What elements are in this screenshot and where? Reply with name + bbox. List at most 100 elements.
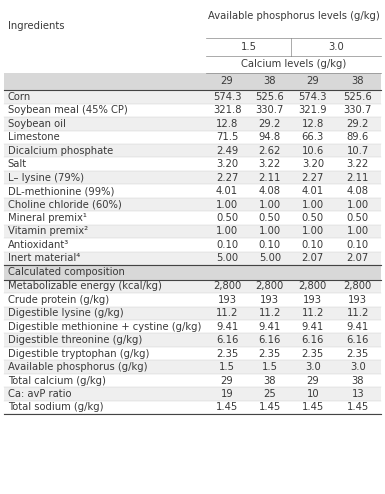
Text: Digestible tryptophan (g/kg): Digestible tryptophan (g/kg) — [8, 349, 149, 359]
Text: 6.16: 6.16 — [216, 335, 238, 345]
Text: 3.20: 3.20 — [302, 159, 324, 169]
Text: Soybean meal (45% CP): Soybean meal (45% CP) — [8, 105, 127, 115]
Text: 5.00: 5.00 — [216, 253, 238, 263]
Text: 29: 29 — [306, 77, 319, 86]
Text: 89.6: 89.6 — [346, 132, 369, 142]
Text: 574.3: 574.3 — [299, 92, 327, 102]
Text: 10.6: 10.6 — [302, 146, 324, 156]
Bar — [4, 347, 381, 361]
Text: Salt: Salt — [8, 159, 27, 169]
Text: 6.16: 6.16 — [302, 335, 324, 345]
Text: 4.08: 4.08 — [347, 186, 369, 196]
Bar — [4, 56, 381, 73]
Text: 321.9: 321.9 — [298, 105, 327, 115]
Text: 2.07: 2.07 — [346, 253, 369, 263]
Text: DL-methionine (99%): DL-methionine (99%) — [8, 186, 114, 196]
Text: 1.5: 1.5 — [262, 362, 278, 372]
Text: 1.45: 1.45 — [346, 403, 369, 412]
Text: 25: 25 — [263, 389, 276, 399]
Bar — [4, 184, 381, 198]
Text: 6.16: 6.16 — [346, 335, 369, 345]
Text: Digestible threonine (g/kg): Digestible threonine (g/kg) — [8, 335, 142, 345]
Text: 1.5: 1.5 — [219, 362, 235, 372]
Bar — [4, 293, 381, 307]
Text: 19: 19 — [221, 389, 233, 399]
Text: 2.35: 2.35 — [302, 349, 324, 359]
Text: 12.8: 12.8 — [302, 119, 324, 129]
Text: 1.00: 1.00 — [259, 226, 281, 237]
Text: 5.00: 5.00 — [259, 253, 281, 263]
Text: Limestone: Limestone — [8, 132, 59, 142]
Text: 1.00: 1.00 — [302, 200, 324, 209]
Text: 2,800: 2,800 — [344, 282, 372, 291]
Bar — [4, 158, 381, 171]
Bar — [4, 361, 381, 374]
Text: 2.11: 2.11 — [346, 172, 369, 183]
Text: Mineral premix¹: Mineral premix¹ — [8, 213, 87, 223]
Text: 2.35: 2.35 — [346, 349, 369, 359]
Text: Digestible methionine + cystine (g/kg): Digestible methionine + cystine (g/kg) — [8, 322, 201, 332]
Bar — [4, 374, 381, 387]
Bar — [4, 401, 381, 414]
Text: 4.08: 4.08 — [259, 186, 281, 196]
Bar — [4, 198, 381, 211]
Text: Available phosphorus (g/kg): Available phosphorus (g/kg) — [8, 362, 147, 372]
Text: 66.3: 66.3 — [302, 132, 324, 142]
Bar — [4, 5, 381, 38]
Text: 1.5: 1.5 — [241, 42, 256, 52]
Text: 193: 193 — [303, 295, 322, 305]
Text: Vitamin premix²: Vitamin premix² — [8, 226, 88, 237]
Text: 9.41: 9.41 — [216, 322, 238, 332]
Text: 193: 193 — [218, 295, 236, 305]
Text: 11.2: 11.2 — [216, 308, 238, 318]
Text: 29: 29 — [221, 77, 233, 86]
Bar — [4, 265, 381, 280]
Text: 1.45: 1.45 — [259, 403, 281, 412]
Bar — [4, 211, 381, 225]
Bar — [4, 117, 381, 130]
Text: 9.41: 9.41 — [259, 322, 281, 332]
Bar — [4, 73, 381, 90]
Bar — [4, 144, 381, 158]
Text: 11.2: 11.2 — [259, 308, 281, 318]
Text: 4.01: 4.01 — [216, 186, 238, 196]
Text: 6.16: 6.16 — [259, 335, 281, 345]
Text: 0.10: 0.10 — [347, 240, 369, 250]
Text: 2,800: 2,800 — [256, 282, 284, 291]
Text: 38: 38 — [264, 77, 276, 86]
Bar — [4, 280, 381, 293]
Text: 29.2: 29.2 — [259, 119, 281, 129]
Text: 11.2: 11.2 — [346, 308, 369, 318]
Text: Soybean oil: Soybean oil — [8, 119, 65, 129]
Text: 0.50: 0.50 — [347, 213, 369, 223]
Bar — [4, 171, 381, 184]
Text: 1.00: 1.00 — [347, 200, 369, 209]
Text: 29: 29 — [306, 375, 319, 386]
Text: 13: 13 — [352, 389, 364, 399]
Text: 0.50: 0.50 — [302, 213, 324, 223]
Text: 10.7: 10.7 — [346, 146, 369, 156]
Text: 38: 38 — [264, 375, 276, 386]
Bar — [4, 238, 381, 251]
Text: 330.7: 330.7 — [256, 105, 284, 115]
Text: 525.6: 525.6 — [256, 92, 284, 102]
Text: 1.45: 1.45 — [216, 403, 238, 412]
Text: 11.2: 11.2 — [302, 308, 324, 318]
Text: 2.49: 2.49 — [216, 146, 238, 156]
Text: 1.00: 1.00 — [302, 226, 324, 237]
Bar — [4, 130, 381, 144]
Text: 9.41: 9.41 — [346, 322, 369, 332]
Text: 0.10: 0.10 — [216, 240, 238, 250]
Text: 2.11: 2.11 — [259, 172, 281, 183]
Text: 2.27: 2.27 — [302, 172, 324, 183]
Text: 0.50: 0.50 — [259, 213, 281, 223]
Text: 3.22: 3.22 — [346, 159, 369, 169]
Bar — [4, 333, 381, 347]
Text: Antioxidant³: Antioxidant³ — [8, 240, 69, 250]
Text: 0.10: 0.10 — [259, 240, 281, 250]
Bar — [4, 225, 381, 238]
Text: 1.00: 1.00 — [216, 200, 238, 209]
Text: 12.8: 12.8 — [216, 119, 238, 129]
Text: 321.8: 321.8 — [213, 105, 241, 115]
Text: 3.0: 3.0 — [305, 362, 321, 372]
